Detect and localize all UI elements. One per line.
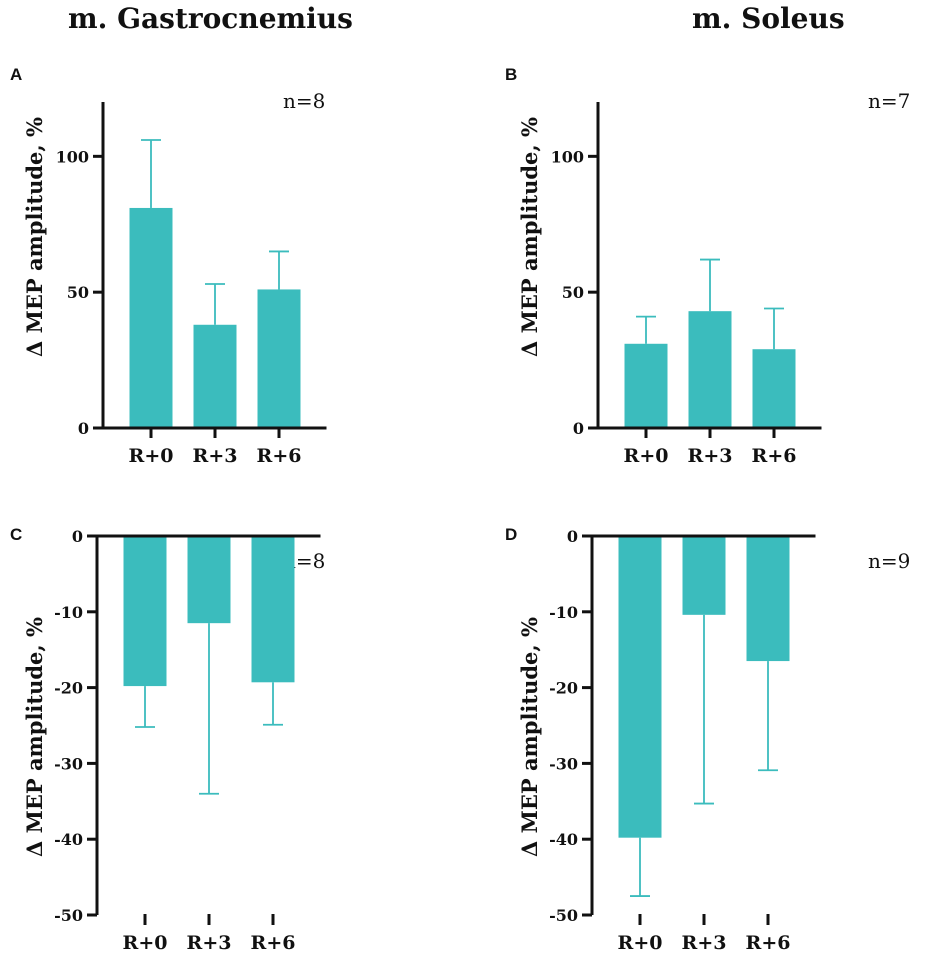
y-tick-label: -30 xyxy=(54,754,83,773)
bar-R+3 xyxy=(193,324,237,428)
panel-letter: A xyxy=(10,65,23,84)
sample-size-label: n=9 xyxy=(868,549,911,573)
y-tick-label: -30 xyxy=(549,754,578,773)
panel-c: C n=8 Δ MEP amplitude, % 0 -10 -20 -30 -40 -5… xyxy=(0,515,460,965)
y-tick-label: -40 xyxy=(54,830,83,849)
y-tick-label: -20 xyxy=(549,679,578,698)
panel-letter: C xyxy=(10,525,23,544)
bar-R+0 xyxy=(624,343,668,428)
bar-R+6 xyxy=(251,536,295,683)
x-tick-label: R+0 xyxy=(129,445,174,467)
sample-size-label: n=8 xyxy=(283,89,326,113)
y-tick-label: -50 xyxy=(549,906,578,925)
bar-R+3 xyxy=(187,536,231,624)
x-tick-label: R+3 xyxy=(193,445,238,467)
y-tick-label: -50 xyxy=(54,906,83,925)
bar-R+0 xyxy=(129,207,173,428)
bar-R+0 xyxy=(123,536,167,687)
y-tick-label: 0 xyxy=(567,527,578,546)
bar-R+3 xyxy=(688,311,732,428)
sample-size-label: n=7 xyxy=(868,89,911,113)
panel-b: B n=7 Δ MEP amplitude, % 0 50 100 R+0 R+3 R+6 xyxy=(495,55,935,505)
y-tick-label: 0 xyxy=(72,527,83,546)
column-title-gastrocnemius: m. Gastrocnemius xyxy=(68,2,353,35)
panel-letter: B xyxy=(505,65,518,84)
y-tick-label: 0 xyxy=(573,419,584,438)
bar-chart-d: 0 -10 -20 -30 -40 -50 R+0 R+3 R+6 xyxy=(549,527,816,954)
y-tick-label: -40 xyxy=(549,830,578,849)
bar-chart-a: 0 50 100 R+0 R+3 R+6 xyxy=(56,102,327,467)
y-tick-label: -10 xyxy=(549,603,578,622)
bar-R+6 xyxy=(257,289,301,428)
x-tick-label: R+0 xyxy=(123,932,168,954)
bar-R+0 xyxy=(618,536,662,838)
panel-letter: D xyxy=(505,525,518,544)
bar-chart-c: 0 -10 -20 -30 -40 -50 R+0 R+3 R+6 xyxy=(54,527,321,954)
y-tick-label: 50 xyxy=(562,283,584,302)
y-tick-label: 0 xyxy=(78,419,89,438)
y-tick-label: -10 xyxy=(54,603,83,622)
x-tick-label: R+3 xyxy=(688,445,733,467)
x-tick-label: R+3 xyxy=(187,932,232,954)
bar-R+6 xyxy=(752,349,796,428)
x-tick-label: R+0 xyxy=(624,445,669,467)
x-tick-label: R+6 xyxy=(257,445,302,467)
bar-R+3 xyxy=(682,536,726,615)
y-tick-label: 50 xyxy=(67,283,89,302)
x-tick-label: R+6 xyxy=(746,932,791,954)
x-tick-label: R+6 xyxy=(251,932,296,954)
y-tick-label: 100 xyxy=(551,147,584,166)
panel-a: A n=8 Δ MEP amplitude, % 0 50 100 R+0 R+3 R+6 xyxy=(0,55,460,505)
x-tick-label: R+3 xyxy=(682,932,727,954)
bar-R+6 xyxy=(746,536,790,662)
x-tick-label: R+6 xyxy=(752,445,797,467)
column-title-soleus: m. Soleus xyxy=(692,2,845,35)
x-tick-label: R+0 xyxy=(618,932,663,954)
y-tick-label: -20 xyxy=(54,679,83,698)
y-tick-label: 100 xyxy=(56,147,89,166)
panel-d: D n=9 Δ MEP amplitude, % 0 -10 -20 -30 -40 -5… xyxy=(495,515,935,965)
bar-chart-b: 0 50 100 R+0 R+3 R+6 xyxy=(551,102,822,467)
